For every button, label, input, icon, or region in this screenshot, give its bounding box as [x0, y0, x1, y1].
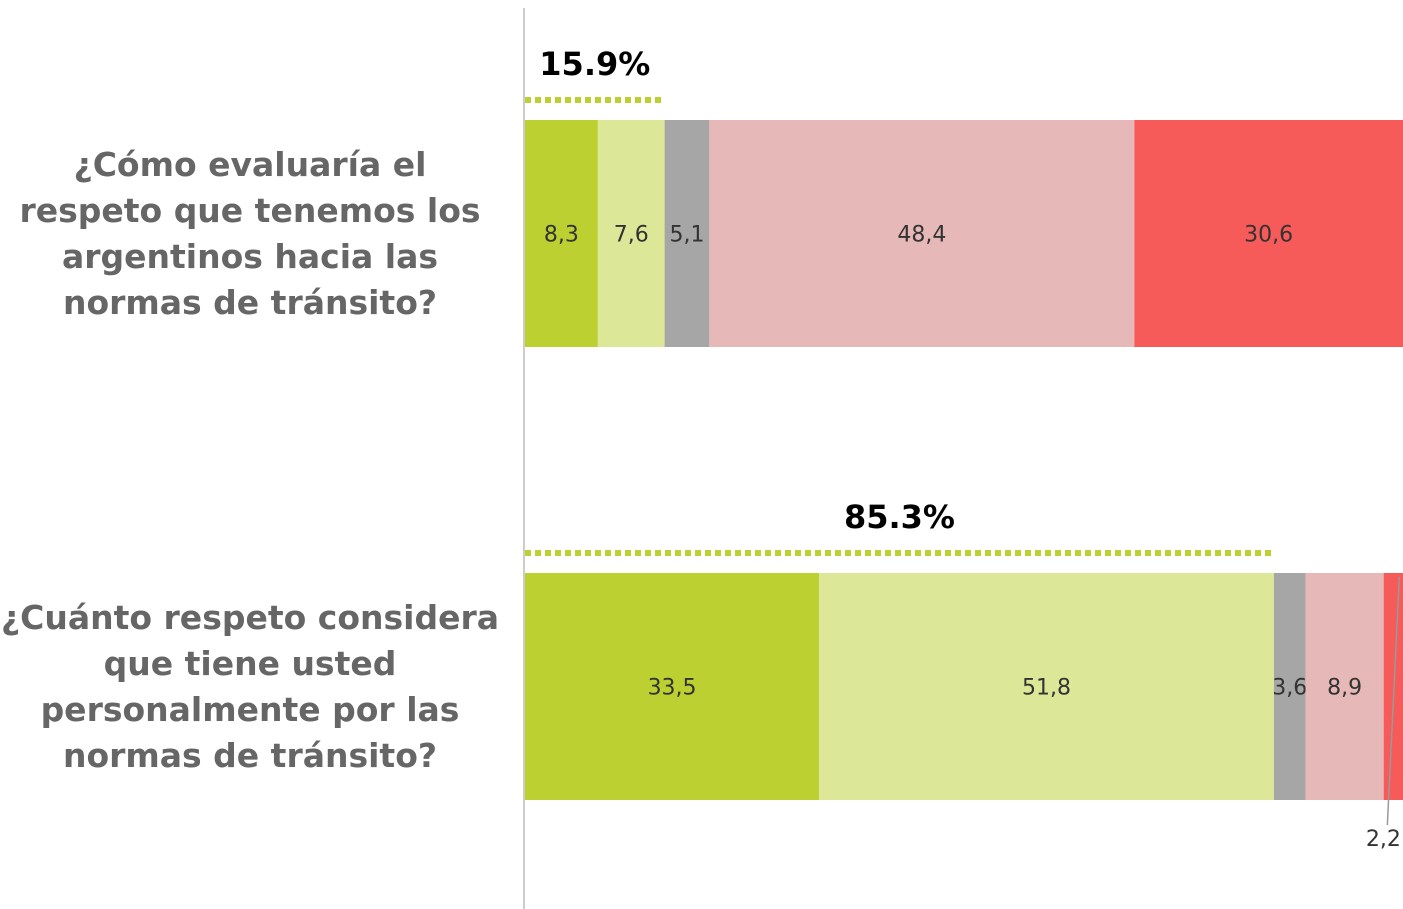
bar-segment: [819, 573, 1274, 800]
value-label: 8,9: [1327, 676, 1362, 701]
value-label: 48,4: [897, 223, 946, 248]
value-label: 30,6: [1244, 223, 1293, 248]
value-label: 51,8: [1022, 676, 1071, 701]
value-label: 33,5: [648, 676, 697, 701]
annotation-label: 85.3%: [844, 498, 955, 536]
value-label: 2,2: [1366, 827, 1401, 852]
bar-segment: [525, 573, 820, 800]
bar-segment: [525, 120, 598, 347]
bar-segment: [1134, 120, 1403, 347]
value-label: 8,3: [544, 223, 579, 248]
value-label: 5,1: [669, 223, 704, 248]
leader-line: [1386, 576, 1401, 826]
bar-segment: [597, 120, 665, 347]
bar-segment: [709, 120, 1135, 347]
bar-segment: [664, 120, 710, 347]
bar-segment: [1305, 573, 1384, 800]
annotation-label: 15.9%: [539, 45, 650, 83]
value-label: 7,6: [614, 223, 649, 248]
category-label: ¿Cómo evaluaría el respeto que tenemos l…: [19, 144, 481, 322]
value-label: 3,6: [1272, 676, 1307, 701]
bar-segment: [1273, 573, 1306, 800]
category-label: ¿Cuánto respeto considera que tiene uste…: [0, 597, 499, 775]
